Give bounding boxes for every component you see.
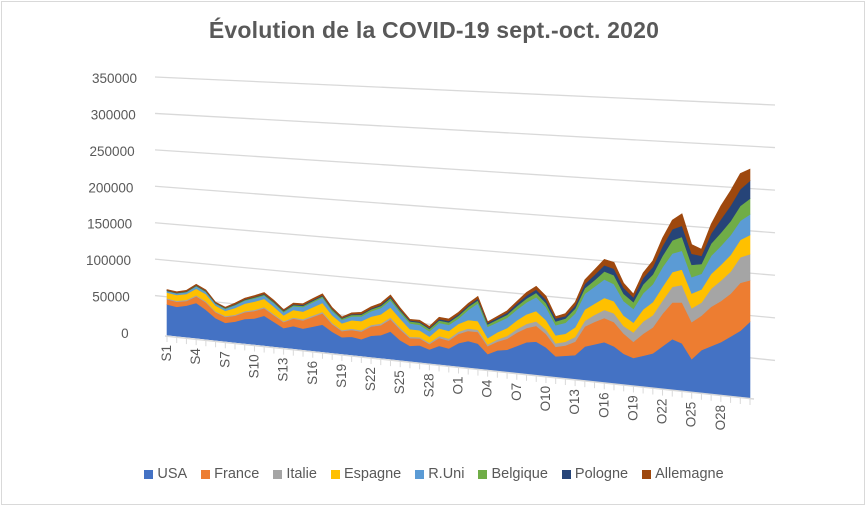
area-series (166, 168, 751, 399)
x-tick-label: O28 (713, 405, 728, 431)
x-tick-label: S1 (159, 345, 174, 362)
y-axis: 0 50000 100000 150000 200000 250000 300000 3500… (86, 71, 137, 341)
legend-swatch (201, 469, 211, 479)
legend: USA France Italie Espagne R.Uni Belgique Polog… (0, 466, 868, 482)
legend-label: R.Uni (428, 466, 465, 482)
legend-swatch (561, 469, 571, 479)
y-tick-label: 100000 (86, 253, 131, 268)
x-tick-label: O4 (480, 379, 495, 398)
legend-item: Allemagne (642, 466, 724, 482)
y-tick-label: 250000 (90, 144, 135, 159)
legend-label: Pologne (574, 466, 629, 482)
x-tick-label: O13 (567, 389, 582, 415)
chart-title: Évolution de la COVID-19 sept.-oct. 2020 (208, 17, 660, 43)
x-tick-label: S25 (392, 370, 407, 394)
x-tick-label: S10 (246, 354, 261, 378)
y-tick-label: 0 (121, 326, 129, 341)
x-tick-label: S19 (334, 364, 349, 388)
x-tick-label: O25 (684, 402, 699, 428)
x-tick-label: S16 (305, 361, 320, 385)
y-tick-label: 50000 (92, 290, 130, 305)
y-tick-label: 350000 (92, 71, 137, 86)
legend-label: Espagne (343, 466, 402, 482)
x-tick-label: O22 (655, 399, 670, 425)
legend-item: Pologne (561, 466, 629, 482)
x-tick-label: O1 (451, 377, 466, 395)
legend-swatch (478, 469, 488, 479)
legend-swatch (273, 469, 283, 479)
x-tick-label: O10 (538, 386, 553, 412)
legend-swatch (330, 469, 340, 479)
legend-swatch (415, 469, 425, 479)
y-tick-label: 150000 (87, 217, 132, 232)
x-tick-label: O19 (625, 395, 640, 421)
x-tick-label: S13 (276, 358, 291, 382)
gridline (154, 76, 776, 106)
legend-label: USA (157, 466, 188, 482)
area-allemagne (166, 168, 751, 329)
x-tick-label: O16 (596, 392, 611, 418)
x-tick-label: S7 (217, 351, 232, 368)
legend-item: France (201, 466, 259, 482)
legend-item: Belgique (478, 466, 548, 482)
x-tick-label: S28 (421, 373, 436, 397)
gridline (154, 149, 776, 191)
x-axis-line (164, 335, 755, 400)
legend-swatch (144, 469, 154, 479)
y-tick-label: 200000 (88, 180, 133, 195)
legend-label: Allemagne (655, 466, 724, 482)
x-tick-label: S22 (363, 367, 378, 391)
x-tick-label: O7 (509, 383, 524, 401)
x-tick-label: S4 (188, 348, 203, 365)
legend-item: Espagne (330, 466, 402, 482)
y-tick-label: 300000 (91, 107, 136, 122)
legend-item: R.Uni (415, 466, 464, 482)
legend-label: Belgique (491, 466, 548, 482)
legend-item: USA (144, 466, 187, 482)
legend-label: France (214, 466, 260, 482)
gridline (154, 112, 776, 149)
legend-label: Italie (286, 466, 317, 482)
legend-item: Italie (273, 466, 317, 482)
x-axis: S1 S4 S7 S10 S13 S16 S19 S22 S25 S28 O1 O4 O7 O10 O13 O… (159, 335, 755, 431)
legend-swatch (642, 469, 652, 479)
